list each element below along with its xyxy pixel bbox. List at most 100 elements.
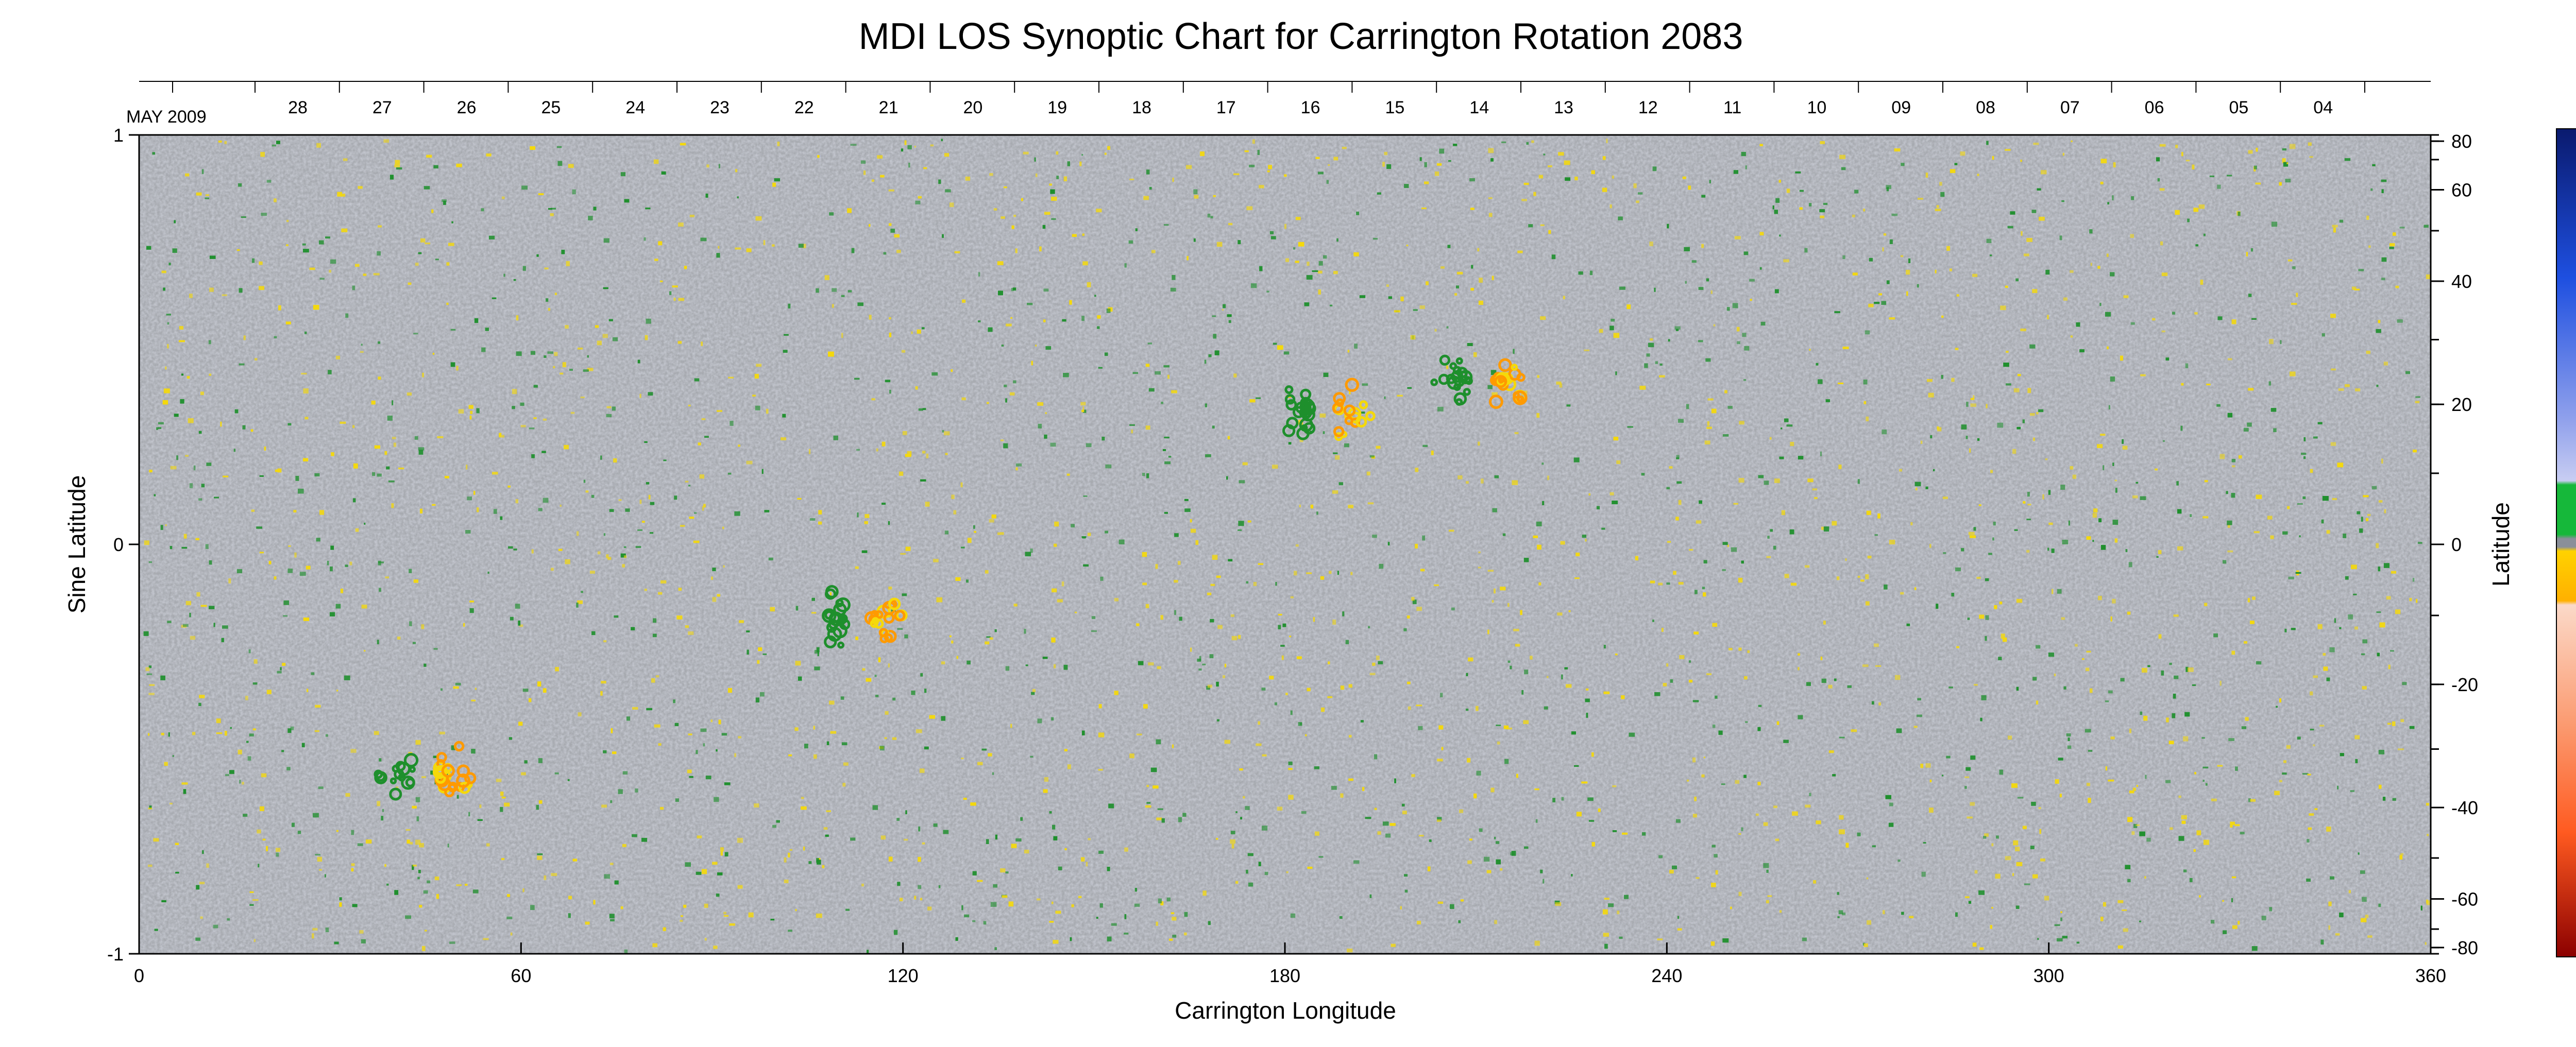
positive-flux-speck (1608, 903, 1614, 907)
negative-flux-speck (1666, 663, 1669, 667)
negative-flux-speck (560, 505, 562, 507)
negative-flux-speck (1990, 925, 1992, 929)
positive-flux-speck (1691, 260, 1697, 263)
negative-flux-speck (862, 668, 866, 671)
negative-flux-speck (739, 620, 744, 623)
negative-flux-speck (303, 617, 310, 621)
negative-flux-speck (1098, 732, 1105, 737)
positive-flux-speck (1774, 210, 1778, 214)
negative-flux-speck (1269, 676, 1274, 680)
positive-flux-speck (857, 512, 859, 518)
positive-flux-speck (1161, 402, 1163, 404)
positive-flux-speck (394, 890, 399, 895)
negative-flux-speck (1927, 379, 1933, 382)
negative-flux-speck (2348, 890, 2351, 894)
positive-flux-speck (1999, 769, 2004, 775)
positive-flux-speck (1184, 508, 1191, 512)
negative-flux-speck (1744, 676, 1748, 680)
positive-flux-speck (1043, 288, 1049, 292)
x-axis-title: Carrington Longitude (1175, 997, 1396, 1024)
positive-flux-speck (242, 425, 246, 430)
positive-flux-speck (1083, 564, 1089, 567)
negative-flux-speck (1603, 691, 1610, 694)
positive-flux-speck (2089, 229, 2093, 234)
negative-flux-speck (436, 894, 439, 899)
positive-flux-speck (653, 618, 656, 623)
positive-flux-speck (1484, 856, 1490, 862)
negative-flux-speck (855, 566, 859, 569)
negative-flux-speck (606, 554, 609, 558)
negative-flux-speck (1900, 255, 1904, 258)
positive-flux-speck (334, 941, 339, 945)
positive-flux-speck (918, 408, 923, 411)
negative-flux-speck (282, 663, 286, 666)
negative-flux-speck (1063, 176, 1067, 181)
negative-flux-speck (359, 930, 364, 934)
positive-flux-speck (603, 533, 606, 536)
negative-flux-speck (688, 631, 694, 635)
negative-flux-speck (1277, 806, 1283, 811)
positive-flux-speck (1156, 739, 1161, 745)
positive-flux-speck (635, 546, 641, 548)
positive-flux-speck (2231, 459, 2236, 462)
negative-flux-speck (1693, 631, 1699, 634)
positive-flux-speck (1150, 767, 1157, 773)
negative-flux-speck (1863, 401, 1867, 404)
positive-flux-speck (644, 441, 648, 443)
positive-flux-speck (1184, 912, 1188, 917)
negative-flux-speck (2093, 508, 2098, 513)
positive-flux-speck (1973, 527, 1976, 531)
positive-flux-speck (2360, 870, 2365, 874)
negative-flux-speck (1566, 684, 1572, 688)
positive-flux-speck (258, 864, 260, 868)
positive-flux-speck (195, 937, 200, 941)
negative-flux-speck (2193, 208, 2199, 212)
negative-flux-speck (597, 551, 601, 555)
negative-flux-speck (677, 341, 682, 344)
positive-flux-speck (276, 141, 280, 144)
negative-flux-speck (900, 553, 906, 555)
positive-flux-speck (1552, 798, 1555, 802)
negative-flux-speck (777, 142, 780, 146)
positive-flux-speck (1208, 921, 1211, 925)
negative-flux-speck (2041, 170, 2047, 175)
positive-flux-speck (2321, 333, 2325, 337)
positive-flux-speck (512, 406, 515, 409)
negative-flux-speck (1461, 899, 1464, 902)
negative-flux-speck (1295, 217, 1301, 220)
negative-flux-speck (274, 198, 277, 202)
positive-flux-speck (995, 834, 997, 840)
negative-flux-speck (1492, 276, 1494, 281)
positive-flux-speck (705, 193, 708, 198)
negative-flux-speck (365, 839, 372, 844)
negative-flux-speck (1129, 178, 1134, 180)
positive-flux-speck (208, 340, 211, 345)
negative-flux-speck (431, 209, 434, 213)
negative-flux-speck (613, 458, 617, 463)
positive-flux-speck (1965, 436, 1968, 439)
x-tick-label: 180 (1269, 965, 1300, 986)
positive-flux-speck (920, 673, 923, 677)
positive-flux-speck (386, 466, 390, 470)
colorbar-frame (2556, 128, 2576, 957)
negative-flux-speck (1467, 860, 1472, 864)
positive-flux-speck (583, 479, 586, 483)
positive-flux-speck (1205, 454, 1211, 457)
negative-flux-speck (2245, 717, 2249, 721)
negative-flux-speck (448, 243, 454, 246)
positive-flux-speck (508, 546, 513, 549)
negative-flux-speck (683, 904, 687, 908)
negative-flux-speck (1839, 829, 1845, 834)
negative-flux-speck (1416, 607, 1422, 611)
negative-flux-speck (2319, 725, 2325, 727)
negative-flux-speck (2032, 289, 2038, 293)
positive-flux-speck (168, 263, 171, 266)
negative-flux-speck (2061, 617, 2065, 620)
positive-flux-speck (485, 328, 489, 331)
positive-flux-speck (1980, 717, 1982, 722)
positive-flux-speck (149, 805, 152, 809)
positive-flux-speck (554, 772, 559, 775)
positive-flux-speck (2068, 520, 2070, 526)
positive-flux-speck (530, 351, 535, 355)
positive-flux-speck (2076, 322, 2080, 327)
